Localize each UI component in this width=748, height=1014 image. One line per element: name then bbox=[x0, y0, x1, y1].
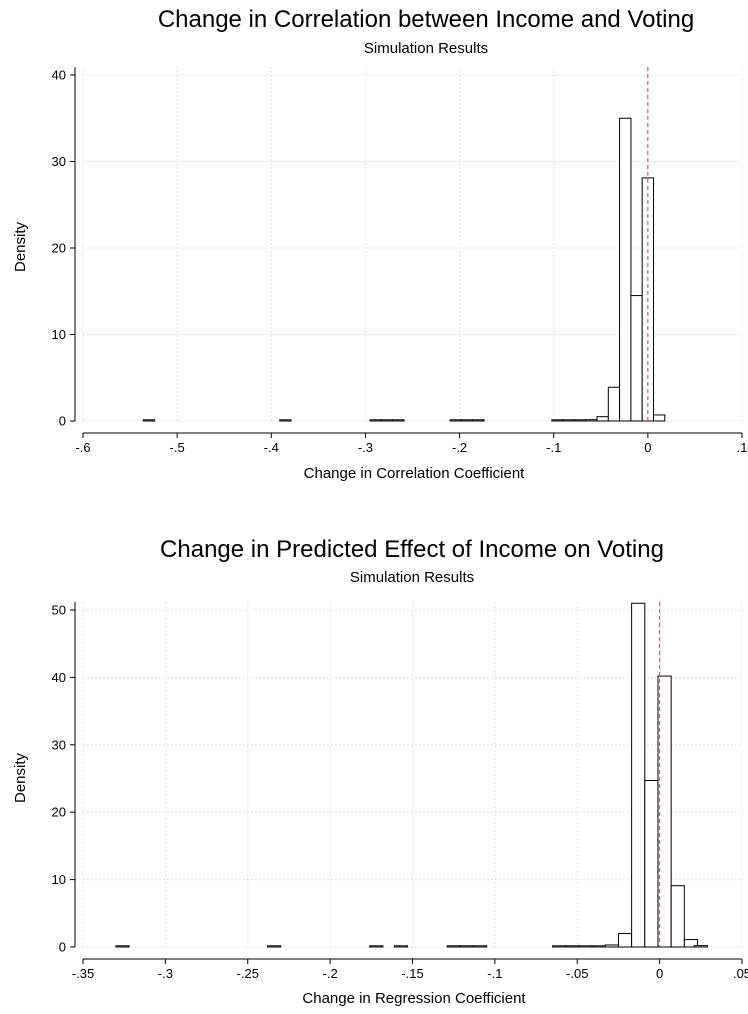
y-tick-label: 40 bbox=[52, 68, 66, 83]
x-axis-label: Change in Regression Coefficient bbox=[302, 990, 526, 1007]
histogram-bar bbox=[369, 419, 382, 422]
y-tick-label: 50 bbox=[52, 603, 66, 618]
histogram-bar bbox=[459, 945, 474, 948]
plot-area: 0 10 20 30 40 -.6 -.5 -.4 -.3 -.2 -.1 0 .1 bbox=[52, 67, 748, 455]
histogram-bar bbox=[619, 117, 632, 422]
x-tick-label: -.25 bbox=[237, 966, 259, 981]
histogram-bar bbox=[670, 885, 685, 948]
histogram-bar bbox=[392, 419, 405, 422]
y-tick-label: 10 bbox=[52, 327, 66, 342]
x-tick-label: -.6 bbox=[75, 440, 90, 455]
x-tick-label: -.35 bbox=[72, 966, 94, 981]
chart-subtitle: Simulation Results bbox=[350, 569, 474, 586]
histogram-bar bbox=[446, 945, 461, 948]
histogram-bar bbox=[472, 945, 488, 948]
chart-title: Change in Predicted Effect of Income on … bbox=[160, 536, 664, 563]
y-tick-label: 20 bbox=[52, 805, 66, 820]
histogram-bar bbox=[652, 414, 666, 422]
x-tick-label: .1 bbox=[737, 440, 748, 455]
histogram-bar bbox=[585, 419, 598, 422]
x-tick-label: 0 bbox=[656, 966, 663, 981]
y-tick-label: 30 bbox=[52, 154, 66, 169]
chart-title: Change in Correlation between Income and… bbox=[158, 6, 694, 33]
histogram-bar bbox=[267, 945, 282, 948]
histogram-bar bbox=[552, 945, 567, 948]
histogram-bar bbox=[578, 945, 593, 948]
y-tick-label: 0 bbox=[59, 414, 66, 429]
x-tick-label: .05 bbox=[733, 966, 748, 981]
x-tick-label: -.05 bbox=[566, 966, 588, 981]
y-axis-label: Density bbox=[12, 221, 29, 272]
y-axis-label: Density bbox=[12, 752, 29, 803]
y-tick-label: 10 bbox=[52, 872, 66, 887]
histogram-bar bbox=[115, 945, 130, 948]
histogram-bar bbox=[644, 780, 659, 948]
histogram-bar bbox=[472, 419, 485, 422]
y-tick-label: 40 bbox=[52, 670, 66, 685]
histogram-bar bbox=[369, 945, 384, 948]
histogram-bar bbox=[607, 386, 621, 422]
x-tick-label: -.2 bbox=[323, 966, 338, 981]
histogram-bar bbox=[551, 419, 564, 422]
histogram-bar bbox=[565, 945, 580, 948]
plot-area: 0 10 20 30 40 50 -.35 -.3 -.25 -.2 -.15 -.1 -.05 0 .05 bbox=[52, 602, 748, 981]
histogram-bar bbox=[657, 675, 672, 948]
histogram-bar bbox=[693, 945, 708, 948]
y-tick-label: 30 bbox=[52, 737, 66, 752]
chart-regression: Change in Predicted Effect of Income on … bbox=[12, 536, 748, 1007]
x-tick-label: -.4 bbox=[264, 440, 279, 455]
histogram-bar bbox=[617, 933, 633, 948]
x-tick-label: -.1 bbox=[487, 966, 502, 981]
histogram-bar bbox=[460, 419, 474, 422]
histogram-bar bbox=[630, 295, 643, 422]
x-tick-label: -.15 bbox=[401, 966, 423, 981]
x-tick-label: -.3 bbox=[158, 966, 173, 981]
x-tick-label: -.5 bbox=[170, 440, 185, 455]
histogram-bar bbox=[380, 419, 394, 422]
histogram-bar bbox=[573, 419, 587, 422]
histogram-bar bbox=[449, 419, 462, 422]
histogram-bar bbox=[683, 939, 699, 948]
histogram-bar bbox=[631, 602, 646, 948]
histogram-bar bbox=[279, 419, 292, 422]
y-tick-label: 0 bbox=[59, 940, 66, 955]
histogram-bar bbox=[604, 944, 619, 948]
x-tick-label: -.3 bbox=[358, 440, 373, 455]
histogram-bar bbox=[591, 945, 606, 948]
y-tick-label: 20 bbox=[52, 241, 66, 256]
histogram-bar bbox=[596, 416, 609, 422]
chart-subtitle: Simulation Results bbox=[364, 40, 488, 57]
histogram-bar bbox=[142, 419, 156, 422]
histogram-bar bbox=[562, 419, 575, 422]
x-tick-label: -.1 bbox=[546, 440, 561, 455]
x-axis-label: Change in Correlation Coefficient bbox=[304, 465, 526, 482]
x-tick-label: 0 bbox=[644, 440, 651, 455]
x-tick-label: -.2 bbox=[452, 440, 467, 455]
chart-correlation: Change in Correlation between Income and… bbox=[12, 6, 747, 482]
histogram-bar bbox=[393, 945, 409, 948]
